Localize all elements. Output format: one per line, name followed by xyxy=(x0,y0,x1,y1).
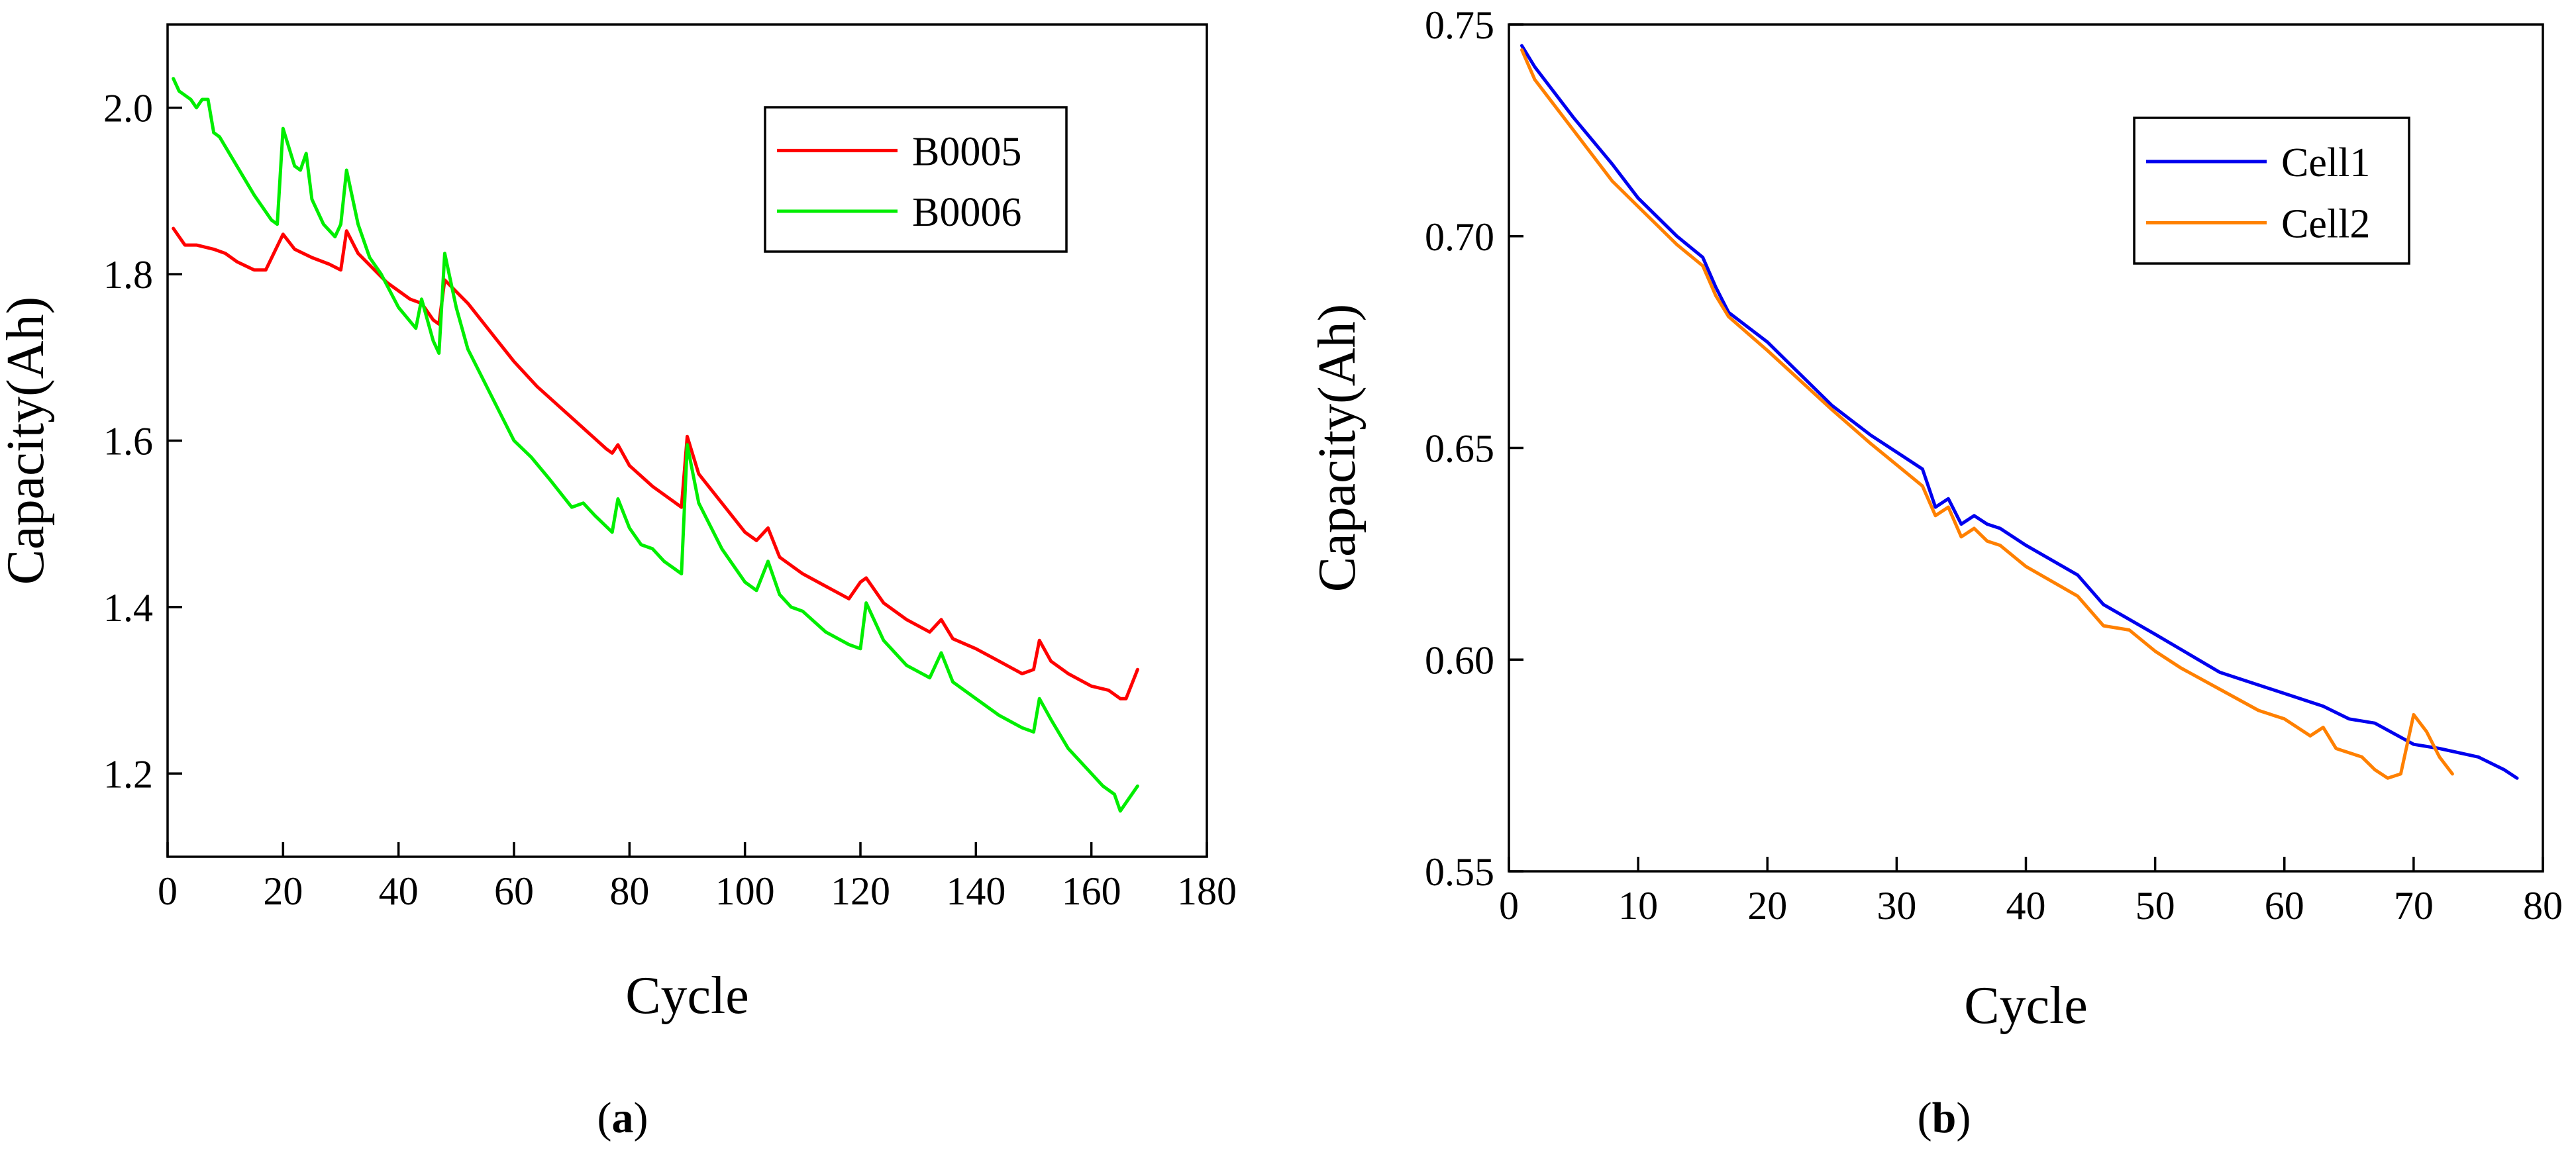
x-tick-label: 30 xyxy=(1877,884,1916,928)
legend-label-cell2: Cell2 xyxy=(2281,201,2370,246)
chart-panel-a: 0 20 40 60 80 100 120 140 160 180 1.2 1.4 1.6 1.8 2.0 C… xyxy=(0,23,1237,1142)
y-tick-label: 0.75 xyxy=(1425,3,1494,47)
x-tick-label: 0 xyxy=(158,869,178,913)
series-line-b0005 xyxy=(172,226,1139,701)
legend-label-cell1: Cell1 xyxy=(2281,140,2370,185)
panel-label: (a) xyxy=(597,1094,648,1142)
y-tick-label: 1.6 xyxy=(103,420,153,463)
x-tick-label: 20 xyxy=(263,869,303,913)
x-tick-label: 40 xyxy=(379,869,419,913)
panel-letter: a xyxy=(612,1094,634,1142)
legend-box xyxy=(2133,117,2410,265)
legend-label-b0005: B0005 xyxy=(912,129,1021,174)
y-axis-title: Capacity(Ah) xyxy=(1308,304,1366,592)
series-line-cell2 xyxy=(1520,48,2454,780)
x-tick-label: 20 xyxy=(1747,884,1787,928)
y-tick-label: 2.0 xyxy=(103,87,153,130)
chart-panel-b: 0 10 20 30 40 50 60 70 80 0.55 0.60 0.65 0.70 0.75 Cyc… xyxy=(1308,3,2563,1142)
x-tick-label: 100 xyxy=(715,869,775,913)
x-tick-label: 10 xyxy=(1618,884,1658,928)
x-tick-label: 80 xyxy=(609,869,649,913)
y-tick-label: 0.60 xyxy=(1425,638,1494,682)
y-axis-title: Capacity(Ah) xyxy=(0,297,55,585)
y-tick-label: 1.2 xyxy=(103,752,153,796)
x-tick-label: 160 xyxy=(1062,869,1121,913)
panel-label: (b) xyxy=(1918,1094,1971,1142)
x-tick-label: 60 xyxy=(494,869,534,913)
x-tick-label: 70 xyxy=(2394,884,2434,928)
x-tick-label: 50 xyxy=(2136,884,2175,928)
series-line-b0006 xyxy=(172,77,1139,813)
y-tick-label: 1.8 xyxy=(103,253,153,297)
x-axis-title: Cycle xyxy=(1964,977,2088,1035)
x-tick-label: 80 xyxy=(2523,884,2563,928)
x-tick-label: 140 xyxy=(946,869,1005,913)
x-tick-label: 40 xyxy=(2006,884,2046,928)
y-tick-label: 1.4 xyxy=(103,586,153,630)
x-tick-label: 120 xyxy=(831,869,890,913)
legend-box xyxy=(764,106,1068,253)
panel-letter: b xyxy=(1932,1094,1957,1142)
x-tick-label: 60 xyxy=(2265,884,2304,928)
x-tick-label: 180 xyxy=(1177,869,1237,913)
x-axis-title: Cycle xyxy=(625,967,749,1025)
y-tick-label: 0.70 xyxy=(1425,215,1494,259)
y-tick-label: 0.55 xyxy=(1425,850,1494,894)
x-tick-label: 0 xyxy=(1499,884,1519,928)
series-line-cell1 xyxy=(1520,44,2519,780)
y-tick-label: 0.65 xyxy=(1425,427,1494,471)
legend-label-b0006: B0006 xyxy=(912,190,1021,235)
